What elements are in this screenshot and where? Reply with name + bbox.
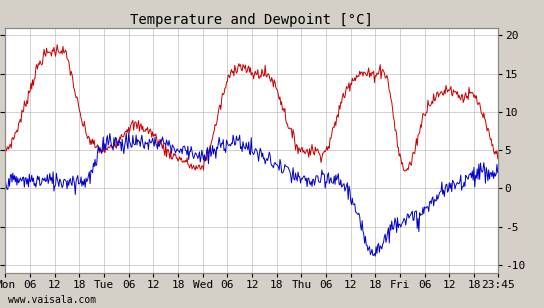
Text: www.vaisala.com: www.vaisala.com [8, 295, 96, 305]
Title: Temperature and Dewpoint [°C]: Temperature and Dewpoint [°C] [130, 13, 373, 26]
